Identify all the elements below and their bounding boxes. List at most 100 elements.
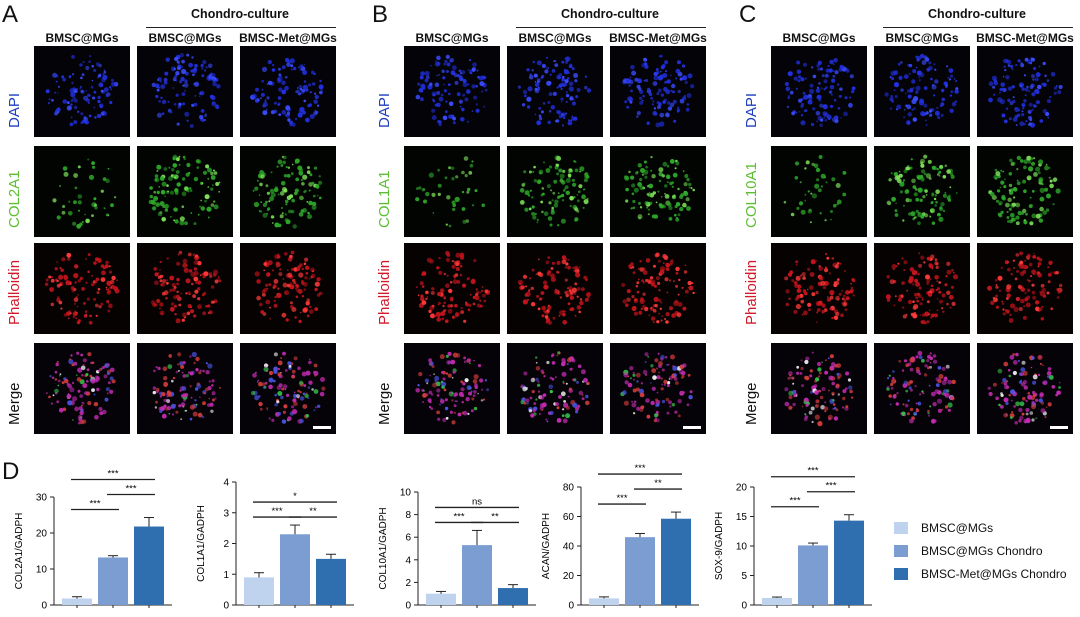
chondro-bracket-line: [516, 27, 706, 28]
micrograph-tile: [240, 243, 336, 334]
bar-1: [589, 598, 619, 605]
micrograph-image: [610, 46, 706, 137]
micrograph-tile: [977, 146, 1073, 237]
micrograph-tile: [34, 46, 130, 137]
micrograph-tile: [404, 146, 500, 237]
y-tick-label: 30: [36, 493, 48, 504]
y-axis-label: SOX-9/GADPH: [714, 512, 725, 580]
chondro-bracket-line: [883, 27, 1073, 28]
y-tick-label: 10: [400, 488, 412, 499]
y-tick-label: 20: [736, 483, 748, 494]
micrograph-tile: [137, 146, 233, 237]
micrograph-tile: [34, 343, 130, 434]
row-label-dapi: DAPI: [376, 92, 393, 128]
micrograph-tile: [404, 243, 500, 334]
micrograph-image: [610, 146, 706, 237]
row-label-phalloidin: Phalloidin: [376, 259, 393, 325]
y-tick-label: 15: [736, 512, 748, 523]
micrograph-tile: [771, 146, 867, 237]
y-tick-label: 20: [563, 571, 575, 582]
y-tick-label: 4: [405, 555, 411, 566]
micrograph-tile: [404, 46, 500, 137]
significance-label: ***: [634, 463, 645, 474]
micrograph-tile: [137, 343, 233, 434]
legend-swatch: [894, 568, 908, 580]
micrograph-tile: [240, 146, 336, 237]
y-tick-label: 20: [36, 529, 48, 540]
scale-bar: [1050, 426, 1068, 429]
micrograph-tile: [610, 146, 706, 237]
micrograph-image: [507, 46, 603, 137]
micrograph-image: [507, 243, 603, 334]
micrograph-tile: [610, 46, 706, 137]
column-label: BMSC@MGs: [415, 31, 489, 45]
column-label: BMSC-Met@MGs: [239, 31, 337, 45]
chondro-culture-label: Chondro-culture: [928, 7, 1026, 21]
micrograph-tile: [977, 46, 1073, 137]
bar-3: [834, 520, 864, 605]
bar-1: [244, 577, 274, 605]
row-label-phalloidin: Phalloidin: [6, 259, 23, 325]
micrograph-image: [34, 146, 130, 237]
micrograph-tile: [874, 243, 970, 334]
row-label-merge: Merge: [743, 382, 760, 425]
y-tick-label: 4: [223, 478, 229, 489]
y-tick-label: 1: [223, 570, 229, 581]
micrograph-tile: [977, 343, 1073, 434]
significance-label: ***: [825, 481, 836, 492]
panel-letter: B: [372, 1, 389, 28]
micrograph-image: [610, 243, 706, 334]
micrograph-tile: [240, 46, 336, 137]
micrograph-tile: [507, 146, 603, 237]
y-tick-label: 80: [563, 483, 575, 494]
micrograph-image: [771, 46, 867, 137]
bar-chart-1: COL2A1/GADPH 0 10 20 30 *** *** ***: [14, 469, 172, 612]
micrograph-tile: [34, 243, 130, 334]
micrograph-tile: [137, 46, 233, 137]
micrograph-image: [771, 243, 867, 334]
micrograph-tile: [507, 243, 603, 334]
y-tick-label: 5: [741, 571, 747, 582]
micrograph-image: [137, 46, 233, 137]
micrograph-tile: [977, 243, 1073, 334]
significance-label: ***: [453, 511, 464, 522]
micrograph-tile: [771, 243, 867, 334]
significance-label: ***: [107, 469, 118, 480]
micrograph-image: [240, 146, 336, 237]
micrograph-tile: [34, 146, 130, 237]
significance-label: ***: [807, 466, 818, 477]
micrograph-image: [874, 46, 970, 137]
legend-label: BMSC-Met@MGs Chondro: [921, 567, 1067, 581]
bar-chart-5: SOX-9/GADPH 0 5 10 15 20 *** *** ***: [714, 466, 872, 612]
y-tick-label: 10: [736, 542, 748, 553]
micrograph-image: [507, 146, 603, 237]
micrograph-image: [404, 343, 500, 434]
row-label-merge: Merge: [376, 382, 393, 425]
micrograph-image: [771, 146, 867, 237]
micrograph-image: [34, 343, 130, 434]
y-tick-label: 3: [223, 508, 229, 519]
scale-bar: [683, 426, 701, 429]
panel-letter: C: [739, 1, 757, 28]
legend-label: BMSC@MGs: [921, 521, 994, 535]
bar-3: [661, 518, 691, 605]
chondro-bracket-line: [146, 27, 336, 28]
bar-3: [134, 526, 164, 605]
micrograph-image: [977, 243, 1073, 334]
bar-3: [316, 558, 346, 605]
y-tick-label: 40: [563, 542, 575, 553]
bar-1: [426, 593, 456, 605]
micrograph-tile: [507, 343, 603, 434]
micrograph-image: [977, 46, 1073, 137]
bar-2: [798, 545, 828, 605]
micrograph-tile: [610, 343, 706, 434]
micrograph-tile: [874, 146, 970, 237]
micrograph-image: [874, 243, 970, 334]
significance-label: ns: [472, 496, 482, 507]
bar-1: [762, 597, 792, 605]
panel-letter: D: [2, 458, 20, 485]
significance-label: ***: [125, 484, 136, 495]
column-label: BMSC@MGs: [782, 31, 856, 45]
